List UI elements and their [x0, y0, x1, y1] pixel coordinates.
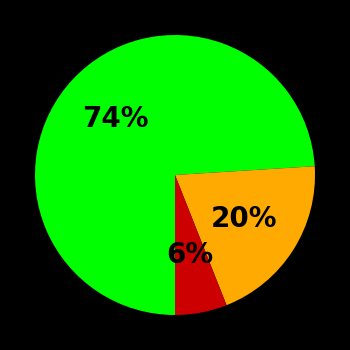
- Text: 6%: 6%: [167, 241, 214, 269]
- Text: 20%: 20%: [210, 204, 277, 232]
- Wedge shape: [175, 166, 315, 305]
- Wedge shape: [175, 175, 226, 315]
- Text: 74%: 74%: [83, 105, 149, 133]
- Wedge shape: [35, 35, 315, 315]
